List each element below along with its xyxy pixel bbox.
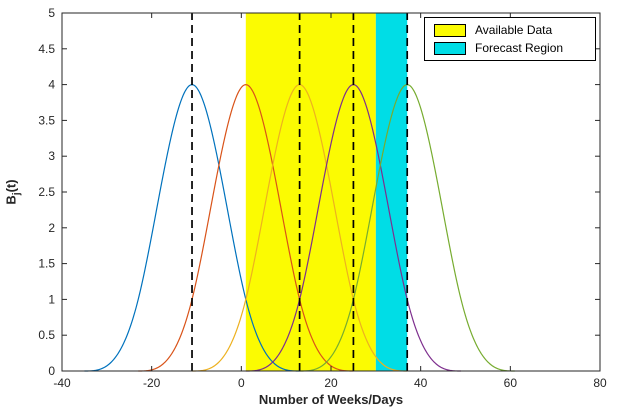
y-tick-label: 5 [48,6,55,20]
x-tick-label: 0 [238,376,245,390]
x-tick-label: -20 [143,376,161,390]
y-tick-label: 1.5 [38,257,55,271]
x-tick-label: 20 [324,376,338,390]
x-tick-label: 80 [593,376,607,390]
y-tick-label: 0.5 [38,328,55,342]
x-tick-label: -40 [53,376,71,390]
y-tick-label: 1 [48,292,55,306]
y-tick-label: 2 [48,221,55,235]
region-available-data [245,13,376,371]
legend-entry-forecast-region: Forecast Region [425,39,595,57]
y-axis-label: Bj(t) [4,179,23,204]
y-tick-label: 2.5 [38,185,55,199]
legend: Available Data Forecast Region [424,17,596,61]
legend-label: Available Data [475,23,553,37]
y-tick-label: 4 [48,78,55,92]
x-tick-label: 40 [414,376,428,390]
x-tick-label: 60 [504,376,518,390]
y-axis-label-base: B [3,195,19,205]
legend-label: Forecast Region [475,41,564,55]
legend-entry-available-data: Available Data [425,21,595,39]
x-axis-label: Number of Weeks/Days [258,392,404,407]
y-tick-label: 4.5 [38,42,55,56]
y-axis-label-rest: (t) [3,179,19,193]
basis-curve-2 [138,83,354,372]
region-forecast-region [375,13,408,371]
legend-swatch [434,23,466,37]
y-tick-label: 0 [48,364,55,378]
y-tick-label: 3 [48,149,55,163]
y-axis-label-sub: j [11,192,23,196]
legend-swatch [434,41,466,55]
y-tick-label: 3.5 [38,113,55,127]
